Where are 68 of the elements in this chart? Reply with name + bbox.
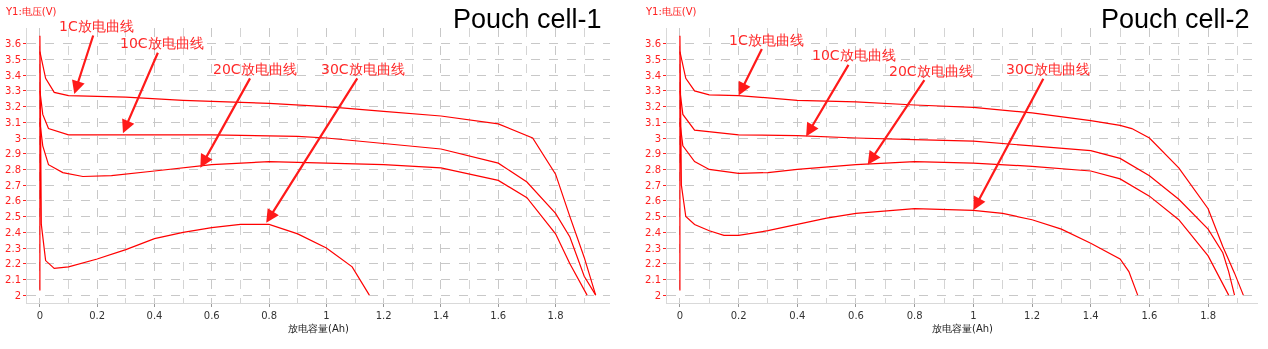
y-tick-label: 2 (654, 289, 661, 301)
y-tick-label: 3.6 (645, 38, 661, 50)
y-tick-label: 3.2 (5, 101, 21, 113)
y-axis-title: Y1:电压(V) (645, 6, 697, 17)
y-tick-label: 3.3 (5, 85, 21, 97)
y-tick-label: 2.3 (5, 242, 21, 254)
x-tick-label: 0 (36, 310, 44, 321)
y-tick-label: 2.2 (5, 258, 21, 270)
x-tick-label: 0.4 (146, 310, 163, 321)
x-tick-label: 1 (970, 310, 977, 321)
y-tick-label: 2.1 (5, 273, 21, 285)
annotation: 1C放电曲线 (729, 32, 804, 48)
y-tick-label: 2.5 (5, 211, 21, 223)
y-tick-label: 3.4 (645, 69, 661, 81)
x-tick-label: 0.4 (789, 310, 806, 321)
annotation: 10C放电曲线 (120, 35, 204, 51)
chart-title: Pouch cell-1 (453, 4, 602, 34)
x-tick-label: 0.8 (261, 310, 278, 321)
y-tick-label: 3.5 (5, 53, 21, 65)
y-tick-label: 2.5 (645, 211, 661, 223)
x-tick-label: 0.8 (906, 310, 923, 321)
x-tick-label: 0.2 (89, 310, 106, 321)
y-tick-label: 2 (14, 289, 21, 301)
x-tick-label: 0 (676, 310, 684, 321)
y-tick-label: 3.1 (5, 116, 21, 128)
y-tick-label: 2.7 (645, 179, 661, 191)
x-tick-label: 1 (323, 310, 330, 321)
annotation: 1C放电曲线 (59, 18, 134, 34)
y-tick-label: 3.1 (645, 116, 661, 128)
y-tick-label: 2.6 (645, 195, 661, 207)
y-tick-label: 3.2 (645, 101, 661, 113)
x-tick-label: 1.4 (433, 310, 449, 321)
y-axis-title: Y1:电压(V) (5, 6, 57, 17)
y-tick-label: 3.5 (645, 53, 661, 65)
x-tick-label: 1.4 (1082, 310, 1099, 321)
x-tick-label: 1.6 (1141, 310, 1158, 321)
y-tick-label: 2.2 (645, 258, 661, 270)
y-tick-label: 2.4 (645, 226, 661, 238)
x-tick-label: 0.6 (848, 310, 864, 321)
x-tick-label: 1.6 (490, 310, 507, 321)
chart-title: Pouch cell-2 (1101, 4, 1250, 34)
x-axis-title: 放电容量(Ah) (932, 322, 994, 334)
annotation: 10C放电曲线 (812, 47, 896, 63)
y-tick-label: 2.9 (645, 148, 661, 160)
y-tick-label: 3.6 (5, 38, 21, 50)
annotation: 30C放电曲线 (321, 61, 405, 77)
y-tick-label: 2.6 (5, 195, 21, 207)
y-tick-label: 3 (654, 132, 661, 144)
annotation: 20C放电曲线 (213, 61, 297, 77)
y-tick-label: 2.1 (645, 273, 661, 285)
x-axis-title: 放电容量(Ah) (288, 322, 350, 334)
x-tick-label: 1.2 (375, 310, 392, 321)
x-tick-label: 0.6 (203, 310, 220, 321)
y-tick-label: 2.4 (5, 226, 21, 238)
x-tick-label: 0.2 (730, 310, 747, 321)
x-tick-label: 1.2 (1024, 310, 1040, 321)
y-tick-label: 3 (14, 132, 21, 144)
x-tick-label: 1.8 (547, 310, 564, 321)
annotation: 30C放电曲线 (1006, 61, 1090, 77)
y-tick-label: 2.3 (645, 242, 661, 254)
y-tick-label: 2.7 (5, 179, 21, 191)
x-tick-label: 1.8 (1200, 310, 1217, 321)
y-tick-label: 2.8 (645, 163, 661, 175)
annotation: 20C放电曲线 (889, 63, 973, 79)
y-tick-label: 2.9 (5, 148, 21, 160)
y-tick-label: 3.4 (5, 69, 21, 81)
y-tick-label: 2.8 (5, 163, 21, 175)
y-tick-label: 3.3 (645, 85, 661, 97)
